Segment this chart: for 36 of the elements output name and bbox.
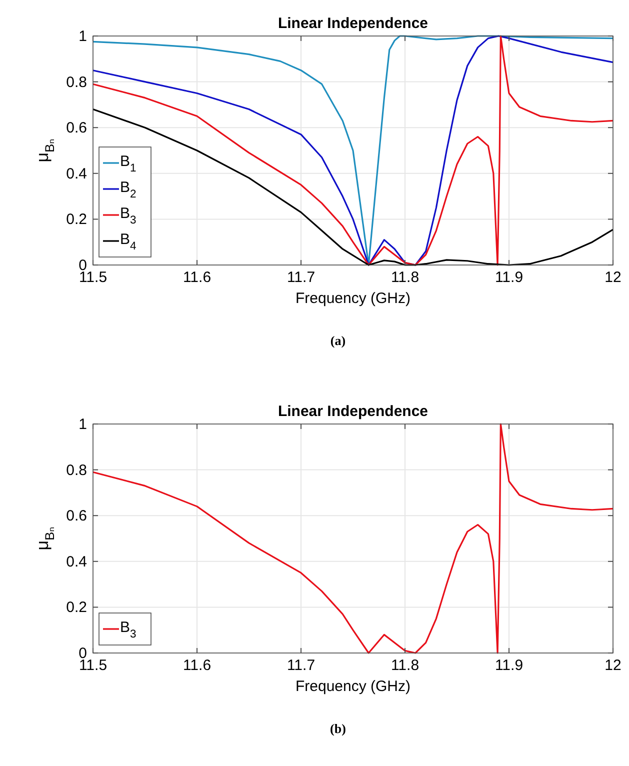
- legend-label: B$_{3}$: [120, 205, 136, 226]
- x-tick-label: 11.5: [78, 269, 108, 286]
- y-tick-label: 0.4: [66, 553, 87, 570]
- x-tick-label: 11.6: [182, 269, 212, 286]
- y-tick-label: 0.6: [66, 508, 87, 525]
- line-series: [92, 35, 614, 266]
- x-axis-title: Frequency (GHz): [295, 290, 411, 307]
- y-tick-label: 0.6: [66, 120, 87, 137]
- y-tick-label: 1: [78, 28, 87, 45]
- y-tick-label: 0.2: [66, 211, 87, 228]
- chart-title: Linear Independence: [278, 15, 428, 32]
- legend-label: B$_{2}$: [120, 179, 136, 200]
- x-tick-label: 12: [604, 657, 622, 674]
- x-tick-label: 11.7: [286, 657, 316, 674]
- x-axis-title: Frequency (GHz): [295, 678, 411, 695]
- line-series: [92, 108, 614, 266]
- x-tick-label: 12: [604, 269, 622, 286]
- x-tick-label: 11.8: [390, 657, 420, 674]
- chart-title: Linear Independence: [278, 403, 428, 420]
- legend-label: B$_{4}$: [120, 231, 136, 252]
- y-tick-label: 1: [78, 416, 87, 433]
- x-tick-label: 11.8: [390, 269, 420, 286]
- x-tick-label: 11.7: [286, 269, 316, 286]
- x-tick-label: 11.9: [494, 657, 524, 674]
- line-series: [92, 423, 614, 654]
- text: (a): [330, 333, 346, 348]
- x-tick-label: 11.9: [494, 269, 524, 286]
- y-tick-label: 0.8: [66, 462, 87, 479]
- text: (b): [330, 721, 346, 736]
- x-tick-label: 11.6: [182, 657, 212, 674]
- y-tick-label: 0.8: [66, 74, 87, 91]
- y-tick-label: 0.2: [66, 599, 87, 616]
- legend-label: B$_{3}$: [120, 619, 136, 640]
- y-tick-label: 0.4: [66, 165, 87, 182]
- legend-label: B$_{1}$: [120, 153, 136, 174]
- x-tick-label: 11.5: [78, 657, 108, 674]
